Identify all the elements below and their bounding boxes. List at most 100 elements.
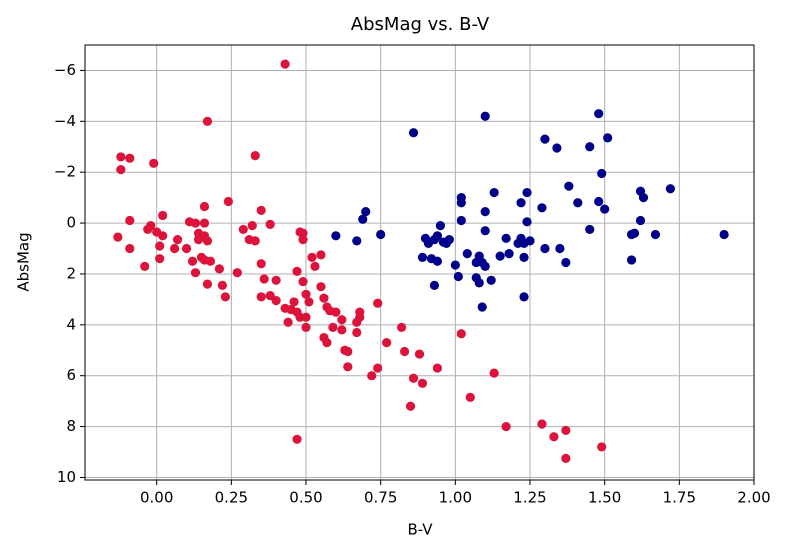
point [337,325,347,335]
point [116,152,126,162]
point [271,296,281,306]
point [564,181,574,191]
point [259,274,269,284]
point [417,252,428,263]
point [537,419,547,429]
y-tick-label: 10 [57,468,76,486]
x-tick-label: 0.25 [215,489,248,507]
point [504,248,514,259]
x-tick-label: 0.50 [289,489,322,507]
x-tick-label: 1.50 [588,489,621,507]
point [172,235,183,245]
point [292,434,302,444]
point [316,250,326,260]
point [501,421,511,432]
point [519,252,529,263]
point [283,317,293,327]
point [594,109,604,119]
point [540,134,550,144]
point [444,235,454,245]
point [256,259,266,269]
point [146,221,156,231]
point [600,204,610,214]
point [113,232,123,242]
point [187,256,198,266]
point [465,392,475,402]
point [585,224,595,235]
point [516,198,526,208]
point [292,266,302,277]
point [190,218,201,228]
point [125,153,135,163]
point [432,231,443,241]
point [265,290,275,301]
point [199,218,210,228]
point [635,215,646,226]
point [307,252,317,263]
point [304,297,314,307]
point [495,251,505,261]
point [399,346,410,357]
point [361,207,371,217]
point [522,187,532,198]
y-tick-label: −2 [54,163,76,181]
point [301,322,311,332]
point [199,201,210,212]
point [537,203,547,213]
point [471,273,481,283]
point [125,243,135,254]
point [462,248,472,259]
point [214,264,224,274]
chart-title: AbsMag vs. B-V [351,14,490,35]
point [435,221,446,231]
point [355,312,365,322]
point [396,322,407,332]
point [158,210,168,221]
point [328,322,338,332]
point [376,229,386,240]
point [217,280,227,290]
x-tick-label: 1.00 [439,489,472,507]
point [238,224,248,235]
point [382,338,392,348]
y-tick-label: 4 [66,315,76,333]
y-tick-label: 2 [66,264,76,282]
point [190,268,201,278]
point [298,276,308,287]
x-tick-label: 0.75 [364,489,397,507]
point [316,282,326,292]
point [489,368,499,378]
point [301,289,311,299]
y-tick-label: −4 [54,112,76,130]
point [638,193,649,203]
point [181,243,192,254]
point [155,254,165,264]
x-tick-label: 1.25 [513,489,546,507]
point [408,373,419,383]
point [480,226,490,236]
point [265,219,275,229]
point [585,142,595,152]
point [256,292,266,302]
point [373,363,383,373]
point [280,59,290,69]
point [480,261,490,271]
point [650,229,661,240]
point [432,256,443,266]
point [432,363,443,373]
y-tick-label: 0 [66,214,76,232]
x-tick-label: 0.00 [140,489,173,507]
point [247,221,257,231]
point [629,228,640,238]
point [331,231,341,241]
point [453,271,463,282]
point [298,228,308,238]
point [125,215,135,226]
point [405,401,416,411]
point [298,235,308,245]
point [322,338,332,348]
y-axis-label: AbsMag [15,232,33,291]
point [331,307,341,317]
point [155,241,165,251]
